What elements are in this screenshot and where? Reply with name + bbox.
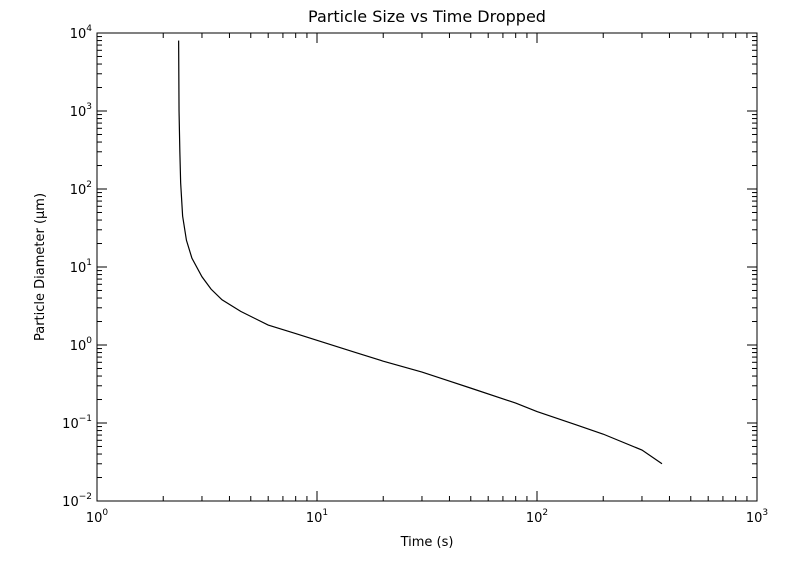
series-layer xyxy=(178,40,663,465)
y-tick-label: 10−1 xyxy=(62,414,92,432)
series-line xyxy=(178,40,663,465)
plot-frame xyxy=(96,32,758,502)
x-tick-label: 101 xyxy=(306,508,328,526)
y-tick-label: 102 xyxy=(70,180,92,198)
x-tick-label: 102 xyxy=(526,508,548,526)
y-tick-label: 100 xyxy=(70,336,93,354)
y-tick-label: 101 xyxy=(70,258,92,276)
y-tick-label: 104 xyxy=(70,24,93,42)
axis-ticks xyxy=(96,32,758,502)
tick-labels: 100 101 102 103 10−2 10−1 100 101 102 103 104 xyxy=(62,24,768,526)
x-tick-label: 100 xyxy=(86,508,109,526)
x-axis-label: Time (s) xyxy=(400,535,454,550)
y-tick-label: 103 xyxy=(70,102,92,120)
chart-title: Particle Size vs Time Dropped xyxy=(308,7,546,26)
y-axis-label: Particle Diameter (μm) xyxy=(33,193,48,341)
y-tick-label: 10−2 xyxy=(62,492,92,510)
x-tick-label: 103 xyxy=(746,508,768,526)
